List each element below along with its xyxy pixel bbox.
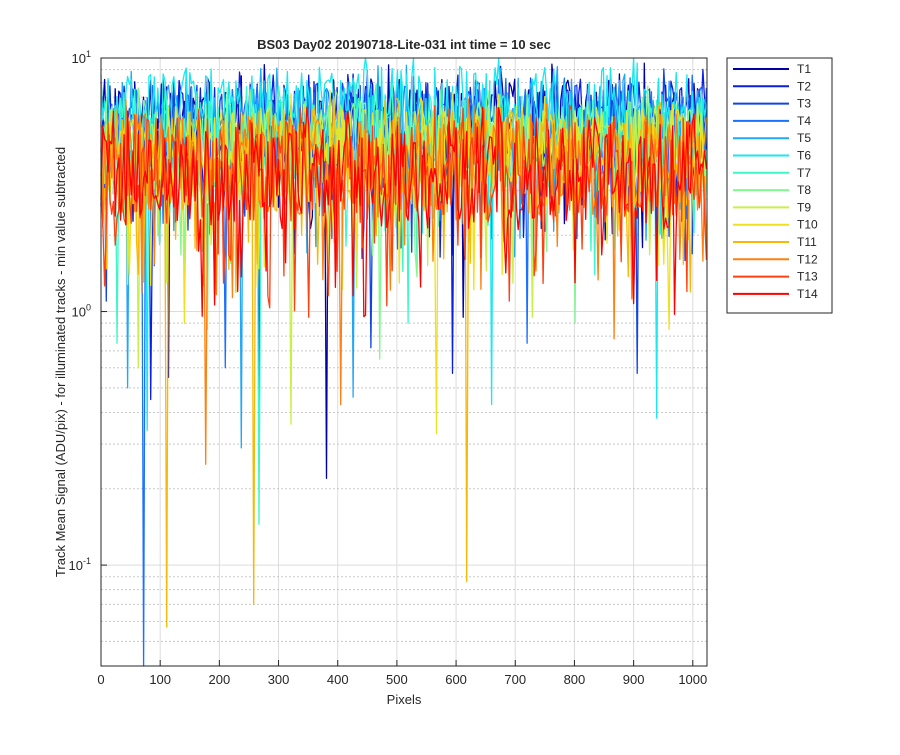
x-tick-label: 300 [268,672,290,687]
legend-items: T1 T2 T3 T4 T5 T6 T7 T8 T9 T10 T11 T12 T13 T14 [733,62,818,301]
legend-label-t10: T10 [797,218,818,232]
tick-layer: 0 100 200 300 400 500 600 700 800 900 1000 101 100 10… [69,49,708,687]
chart-title: BS03 Day02 20190718-Lite-031 int time = … [257,37,551,52]
x-tick-label: 1000 [678,672,707,687]
series-layer [100,57,708,667]
series-line-t13 [100,104,708,318]
x-tick-label: 700 [504,672,526,687]
legend-label-t13: T13 [797,270,818,284]
legend-label-t1: T1 [797,62,811,76]
legend-label-t11: T11 [797,235,817,249]
legend-label-t5: T5 [797,131,811,145]
y-tick-label: 10-1 [69,556,91,573]
legend-box [726,57,833,314]
x-tick-label: 100 [149,672,171,687]
x-tick-label: 400 [327,672,349,687]
x-axis-label: Pixels [387,692,422,707]
y-tick-label: 100 [72,303,91,320]
x-tick-label: 900 [623,672,645,687]
legend-label-t3: T3 [797,97,811,111]
plot-frame [100,57,708,667]
x-tick-label: 0 [97,672,104,687]
legend-label-t2: T2 [797,79,811,93]
y-axis-label: Track Mean Signal (ADU/pix) - for illumi… [53,147,68,577]
legend-label-t7: T7 [797,166,811,180]
legend-label-t12: T12 [797,252,818,266]
y-tick-label: 101 [72,49,91,66]
legend-label-t9: T9 [797,200,811,214]
x-tick-label: 500 [386,672,408,687]
x-tick-label: 200 [209,672,231,687]
legend-label-t6: T6 [797,149,811,163]
legend-label-t8: T8 [797,183,811,197]
x-tick-label: 600 [445,672,467,687]
legend-label-t4: T4 [797,114,811,128]
series-line-t14 [100,106,708,318]
legend-label-t14: T14 [797,287,818,301]
x-tick-label: 800 [564,672,586,687]
legend: T1 T2 T3 T4 T5 T6 T7 T8 T9 T10 T11 T12 T13 T14 [726,57,833,314]
